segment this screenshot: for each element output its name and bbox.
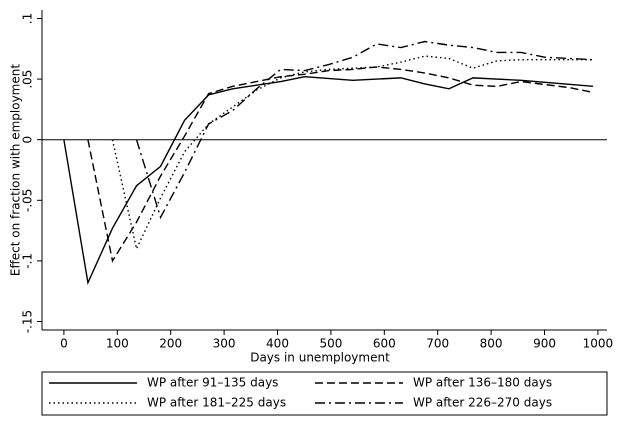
x-axis-label: Days in unemployment xyxy=(250,351,390,365)
x-tick-label: 100 xyxy=(106,337,129,351)
legend-label: WP after 226–270 days xyxy=(413,396,552,410)
x-tick-label: 500 xyxy=(319,337,342,351)
y-tick-label: .05 xyxy=(21,70,35,89)
x-tick-label: 300 xyxy=(213,337,236,351)
x-tick-label: 200 xyxy=(159,337,182,351)
legend-label: WP after 91–135 days xyxy=(147,376,278,390)
x-tick-label: 800 xyxy=(480,337,503,351)
y-tick-label: -.1 xyxy=(21,253,35,269)
x-tick-label: 600 xyxy=(373,337,396,351)
x-tick-label: 700 xyxy=(426,337,449,351)
x-tick-label: 1000 xyxy=(583,337,614,351)
legend-label: WP after 136–180 days xyxy=(413,376,552,390)
y-tick-label: .1 xyxy=(21,13,35,24)
y-tick-label: -.15 xyxy=(21,310,35,333)
series-line xyxy=(135,40,594,220)
legend-label: WP after 181–225 days xyxy=(147,396,286,410)
x-tick-label: 400 xyxy=(266,337,289,351)
series-line xyxy=(87,66,594,263)
legend-box xyxy=(41,371,608,416)
y-axis-label: Effect on fraction with employment xyxy=(9,64,23,276)
y-tick-label: -.05 xyxy=(21,189,35,212)
x-tick-label: 0 xyxy=(60,337,68,351)
x-tick-label: 900 xyxy=(533,337,556,351)
y-tick-label: 0 xyxy=(21,136,35,144)
